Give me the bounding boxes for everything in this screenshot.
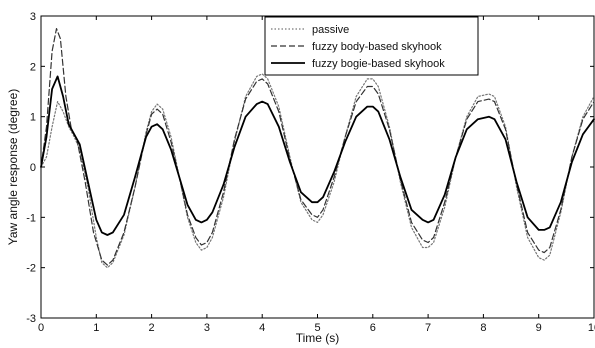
y-tick-label: -1 [26, 212, 36, 224]
x-tick-label: 1 [93, 322, 99, 334]
legend-label-1: fuzzy body-based skyhook [312, 41, 442, 53]
y-tick-label: 0 [30, 162, 36, 174]
y-axis-label: Yaw angle response (degree) [6, 89, 20, 246]
x-tick-label: 10 [588, 322, 595, 334]
x-axis-label: Time (s) [296, 331, 340, 345]
x-tick-label: 0 [38, 322, 44, 334]
y-tick-label: 3 [30, 11, 36, 23]
legend: passive fuzzy body-based skyhook fuzzy bog… [264, 16, 479, 76]
y-tick-label: -3 [26, 313, 36, 325]
y-tick-label: 1 [30, 112, 36, 124]
y-tick-label: -2 [26, 263, 36, 275]
x-tick-label: 3 [204, 322, 210, 334]
x-tick-label: 9 [536, 322, 542, 334]
x-tick-label: 8 [480, 322, 486, 334]
x-tick-label: 7 [425, 322, 431, 334]
y-tick-label: 2 [30, 61, 36, 73]
x-tick-label: 6 [370, 322, 376, 334]
legend-label-2: fuzzy bogie-based skyhook [312, 58, 445, 70]
x-tick-label: 5 [314, 322, 320, 334]
series-line-2 [40, 75, 595, 236]
x-tick-label: 4 [259, 322, 265, 334]
x-tick-label: 2 [149, 322, 155, 334]
series-layer [40, 28, 595, 269]
series-line-1 [40, 28, 595, 266]
legend-label-0: passive [312, 24, 349, 36]
series-line-0 [40, 73, 595, 269]
